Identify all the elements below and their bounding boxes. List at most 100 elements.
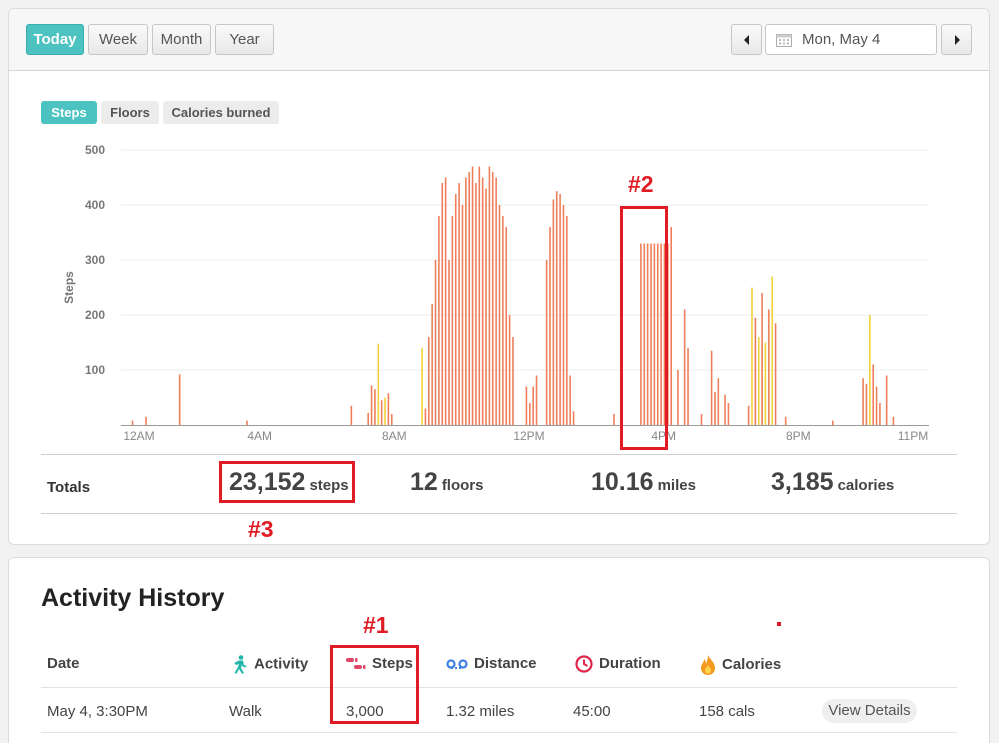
today-button[interactable]: Today [26, 24, 84, 55]
step-bar [488, 166, 491, 425]
tab-floors[interactable]: Floors [101, 101, 159, 124]
month-button[interactable]: Month [152, 24, 211, 55]
year-button[interactable]: Year [215, 24, 274, 55]
step-bar [421, 348, 423, 425]
step-bar [656, 243, 659, 425]
caret-right-icon [954, 35, 960, 45]
cell-steps: 3,000 [346, 703, 384, 720]
x-tick-label: 12AM [123, 429, 154, 443]
step-bar [178, 374, 181, 425]
step-bar [475, 183, 477, 425]
walking-person-icon [234, 655, 247, 674]
step-bar [650, 243, 652, 425]
totals-label: Totals [47, 479, 91, 496]
step-bar [471, 166, 474, 425]
step-bar [869, 315, 871, 425]
step-bar [677, 370, 679, 425]
step-bar [892, 416, 895, 425]
column-header-distance-label: Distance [474, 655, 537, 672]
clock-icon [575, 655, 593, 673]
step-bar [643, 243, 646, 425]
step-bar [663, 243, 666, 425]
column-header-distance: Distance [446, 655, 537, 672]
next-day-button[interactable] [941, 24, 972, 55]
step-bar [714, 392, 716, 425]
y-tick-label: 300 [85, 253, 105, 267]
calories-total-value: 3,185 [771, 468, 834, 496]
step-bar [448, 260, 450, 425]
divider [41, 687, 957, 688]
step-bar [438, 216, 440, 425]
step-bar [246, 420, 248, 425]
week-button[interactable]: Week [88, 24, 148, 55]
x-tick-label: 4AM [247, 429, 272, 443]
red-dot-marker [777, 622, 781, 626]
step-bar [727, 403, 730, 425]
step-bar [569, 375, 571, 425]
cell-duration: 45:00 [573, 703, 611, 720]
tab-calories-burned[interactable]: Calories burned [163, 101, 279, 124]
x-tick-label: 8AM [382, 429, 407, 443]
step-bar [424, 408, 427, 425]
tab-steps[interactable]: Steps [41, 101, 97, 124]
step-bar [431, 304, 433, 425]
step-bar [549, 227, 551, 425]
step-bar [768, 309, 770, 425]
calories-total: 3,185 calories [771, 468, 894, 497]
steps-total-unit: steps [309, 477, 349, 494]
step-bar [495, 177, 497, 425]
step-bar [428, 337, 430, 425]
annotation-label-2: #2 [628, 171, 654, 197]
divider [41, 732, 957, 733]
step-bar [505, 227, 508, 425]
step-bar [559, 194, 561, 425]
footsteps-icon [346, 658, 366, 670]
step-bar [387, 393, 390, 425]
date-picker[interactable]: Mon, May 4 [765, 24, 937, 55]
step-bar [535, 375, 538, 425]
steps-total-value: 23,152 [229, 468, 306, 496]
step-bar [478, 166, 481, 425]
step-bar [508, 315, 511, 425]
step-bar [444, 177, 447, 425]
step-bar [374, 389, 376, 425]
step-bar [771, 276, 773, 425]
step-bar [370, 385, 373, 425]
step-bar [380, 400, 383, 425]
annotation-box-3 [219, 461, 355, 503]
step-bar [646, 243, 649, 425]
y-axis-label: Steps [62, 271, 76, 304]
step-bar [502, 216, 504, 425]
caret-left-icon [743, 35, 749, 45]
step-bar [660, 243, 662, 425]
step-bar [566, 216, 568, 425]
annotation-label-3: #3 [248, 516, 274, 542]
step-bar [653, 243, 656, 425]
cell-distance: 1.32 miles [446, 703, 515, 720]
step-bar [532, 386, 534, 425]
step-bar [832, 420, 834, 425]
step-bar [784, 416, 787, 425]
step-bar [872, 364, 874, 425]
x-tick-label: 11PM [898, 429, 928, 443]
calories-total-unit: calories [837, 477, 895, 494]
column-header-activity: Activity [233, 655, 308, 674]
prev-day-button[interactable] [731, 24, 762, 55]
step-bar [350, 405, 353, 425]
step-bar [764, 342, 767, 425]
step-bar [754, 317, 757, 425]
column-header-duration-label: Duration [599, 655, 661, 672]
step-bar [451, 216, 454, 425]
calendar-icon [776, 34, 792, 47]
step-bar [613, 414, 615, 425]
column-header-calories: Calories [700, 655, 781, 675]
x-tick-label: 4PM [651, 429, 676, 443]
step-bar [461, 205, 464, 425]
y-tick-label: 100 [85, 363, 105, 377]
view-details-button[interactable]: View Details [822, 699, 917, 723]
steps-total: 23,152 steps [229, 468, 349, 497]
floors-total-unit: floors [441, 477, 484, 494]
column-header-calories-label: Calories [722, 655, 782, 673]
step-bar [481, 177, 484, 425]
step-bar [390, 414, 393, 425]
